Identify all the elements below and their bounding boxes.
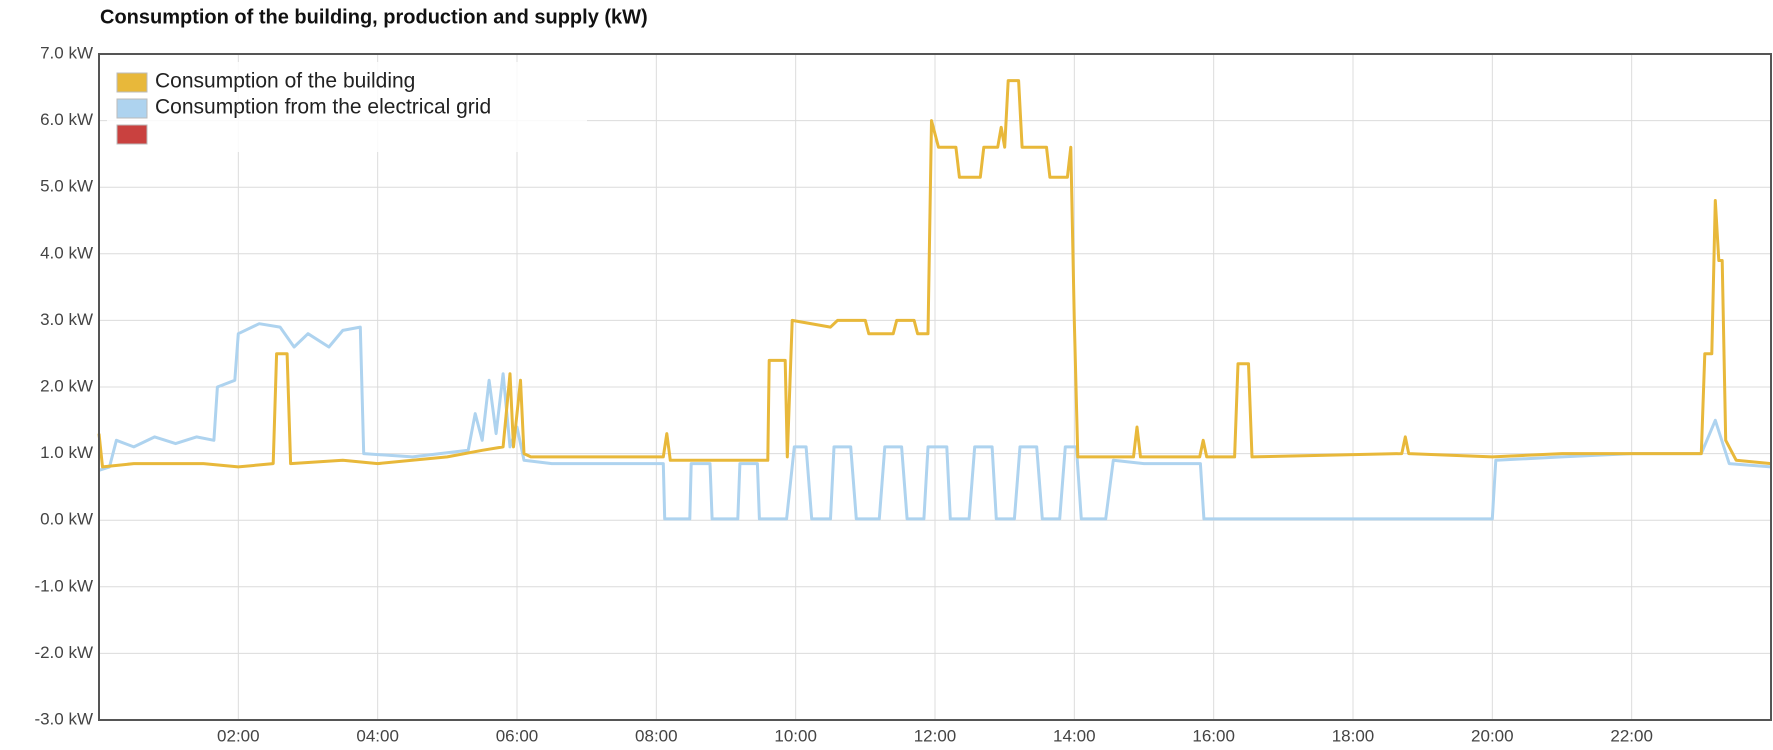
y-tick-label: 1.0 kW	[40, 443, 93, 462]
y-tick-label: 3.0 kW	[40, 310, 93, 329]
y-tick-label: -2.0 kW	[34, 643, 93, 662]
x-tick-label: 06:00	[496, 726, 539, 745]
legend-label: Consumption of the building	[155, 70, 415, 93]
x-tick-label: 18:00	[1332, 726, 1375, 745]
series-line	[97, 79, 1772, 469]
y-tick-label: 7.0 kW	[40, 43, 93, 62]
y-tick-label: 0.0 kW	[40, 510, 93, 529]
x-tick-label: 04:00	[356, 726, 399, 745]
legend-swatch	[116, 72, 148, 93]
x-tick-label: 10:00	[774, 726, 817, 745]
y-tick-label: -3.0 kW	[34, 709, 93, 728]
legend-swatch	[116, 98, 148, 119]
x-tick-label: 02:00	[217, 726, 260, 745]
y-tick-label: 4.0 kW	[40, 243, 93, 262]
y-tick-label: 6.0 kW	[40, 110, 93, 129]
plot-frame	[98, 53, 1772, 721]
legend-swatch	[116, 124, 148, 145]
y-tick-label: 2.0 kW	[40, 376, 93, 395]
x-tick-label: 14:00	[1053, 726, 1096, 745]
legend-label: Consumption from the electrical grid	[155, 96, 491, 119]
y-tick-label: -1.0 kW	[34, 576, 93, 595]
legend-background	[107, 62, 587, 152]
x-tick-label: 16:00	[1192, 726, 1235, 745]
x-tick-label: 08:00	[635, 726, 678, 745]
x-tick-label: 12:00	[914, 726, 957, 745]
x-tick-label: 22:00	[1610, 726, 1653, 745]
series-line	[98, 322, 1772, 521]
x-tick-label: 20:00	[1471, 726, 1514, 745]
y-tick-label: 5.0 kW	[40, 177, 93, 196]
chart-title: Consumption of the building, production …	[100, 6, 648, 28]
